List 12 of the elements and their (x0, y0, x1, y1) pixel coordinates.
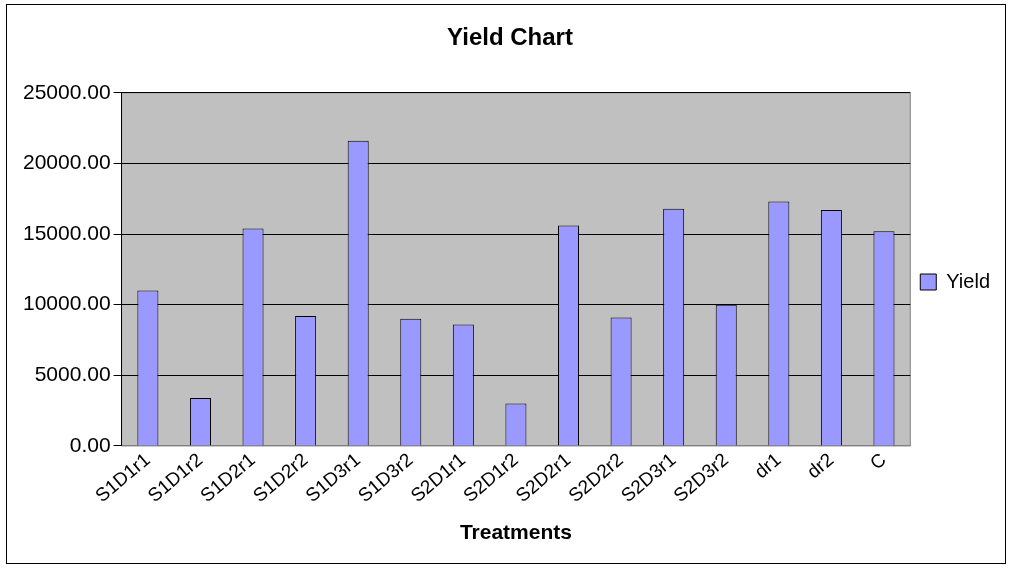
x-tick-label: dr1 (750, 448, 785, 483)
y-tick-label: 10000.00 (23, 291, 111, 315)
y-tick-label: 0.00 (69, 432, 111, 456)
x-tick-label: dr2 (802, 448, 838, 483)
x-tick-label: C (865, 448, 890, 474)
y-tick-label: 15000.00 (23, 220, 111, 244)
y-tick-label: 20000.00 (23, 150, 111, 174)
y-tick-label: 5000.00 (34, 362, 111, 386)
legend-label: Yield (946, 269, 990, 292)
chart-title: Yield Chart (447, 23, 573, 51)
y-tick-label: 25000.00 (23, 79, 111, 103)
x-axis-title: Treatments (459, 520, 572, 544)
